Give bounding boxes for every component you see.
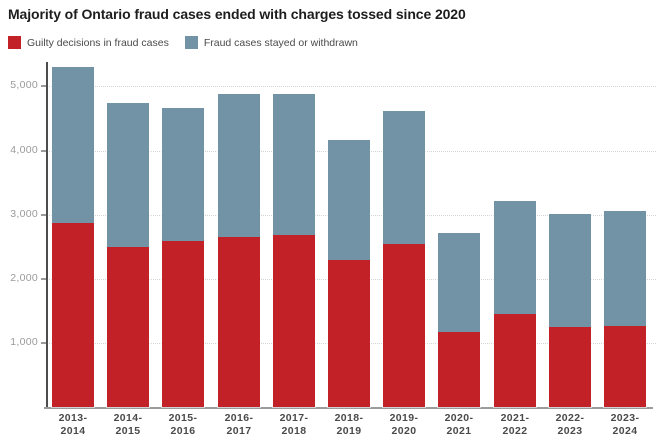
x-tick-label-2021-2022: 2021- 2022 (500, 412, 530, 437)
bar-segment-stayed-2023-2024 (604, 211, 646, 326)
bar-segment-guilty-2022-2023 (549, 327, 591, 408)
legend-label: Fraud cases stayed or withdrawn (203, 36, 358, 49)
bar-2017-2018 (273, 93, 315, 408)
bar-segment-guilty-2021-2022 (494, 314, 536, 407)
bar-segment-stayed-2013-2014 (52, 66, 94, 224)
chart-legend: Guilty decisions in fraud cases Fraud cas… (8, 36, 358, 49)
x-axis-line (44, 407, 653, 409)
y-axis-tick-4000 (41, 150, 47, 152)
bar-2016-2017 (218, 93, 260, 407)
bar-segment-stayed-2022-2023 (549, 214, 591, 328)
x-tick-label-2015-2016: 2015- 2016 (168, 412, 198, 437)
y-axis-tick-5000 (41, 85, 47, 87)
bar-segment-guilty-2018-2019 (328, 259, 370, 407)
x-tick-label-2019-2020: 2019- 2020 (389, 412, 419, 437)
bar-segment-stayed-2017-2018 (273, 93, 315, 235)
y-axis-tick-3000 (41, 214, 47, 216)
bar-segment-guilty-2016-2017 (218, 236, 260, 407)
bar-segment-guilty-2019-2020 (383, 243, 425, 407)
legend-swatch-blue-icon (184, 36, 198, 49)
y-axis-line (46, 62, 48, 407)
bar-2023-2024 (604, 211, 646, 407)
x-tick-label-2022-2023: 2022- 2023 (555, 412, 585, 437)
bar-segment-guilty-2014-2015 (107, 246, 149, 407)
bar-segment-stayed-2014-2015 (107, 103, 149, 247)
legend-item-1: Fraud cases stayed or withdrawn (184, 36, 358, 49)
y-tick-label-3000: 3,000 (10, 208, 38, 220)
y-tick-label-1000: 1,000 (10, 336, 38, 348)
bar-segment-stayed-2019-2020 (383, 111, 425, 244)
x-tick-label-2018-2019: 2018- 2019 (334, 412, 364, 437)
y-tick-label-2000: 2,000 (10, 272, 38, 284)
bar-segment-guilty-2023-2024 (604, 326, 646, 407)
x-tick-label-2017-2018: 2017- 2018 (279, 412, 309, 437)
bar-segment-guilty-2020-2021 (438, 332, 480, 407)
bar-2018-2019 (328, 140, 370, 407)
x-tick-label-2020-2021: 2020- 2021 (444, 412, 474, 437)
bar-segment-guilty-2017-2018 (273, 234, 315, 407)
y-axis-tick-1000 (41, 342, 47, 344)
bar-segment-stayed-2020-2021 (438, 232, 480, 333)
legend-swatch-red-icon (8, 36, 21, 49)
legend-item-0: Guilty decisions in fraud cases (8, 36, 169, 49)
bar-segment-stayed-2016-2017 (218, 93, 260, 237)
x-tick-label-2023-2024: 2023- 2024 (610, 412, 640, 437)
chart-title: Majority of Ontario fraud cases ended wi… (8, 6, 466, 22)
legend-label: Guilty decisions in fraud cases (27, 36, 169, 49)
bar-segment-guilty-2015-2016 (162, 241, 204, 407)
bar-segment-stayed-2021-2022 (494, 201, 536, 315)
bar-2022-2023 (549, 214, 591, 408)
bar-2014-2015 (107, 103, 149, 407)
bar-2020-2021 (438, 232, 480, 407)
x-tick-label-2016-2017: 2016- 2017 (224, 412, 254, 437)
y-tick-label-5000: 5,000 (10, 79, 38, 91)
bar-2019-2020 (383, 111, 425, 407)
bar-segment-stayed-2018-2019 (328, 140, 370, 260)
x-tick-label-2014-2015: 2014- 2015 (113, 412, 143, 437)
bar-2021-2022 (494, 201, 536, 407)
bar-2015-2016 (162, 108, 204, 407)
bar-segment-stayed-2015-2016 (162, 108, 204, 242)
y-tick-label-4000: 4,000 (10, 144, 38, 156)
y-axis-tick-2000 (41, 278, 47, 280)
bar-segment-guilty-2013-2014 (52, 223, 94, 407)
x-tick-label-2013-2014: 2013- 2014 (58, 412, 88, 437)
bar-2013-2014 (52, 66, 94, 407)
gridline-5000 (44, 86, 656, 87)
